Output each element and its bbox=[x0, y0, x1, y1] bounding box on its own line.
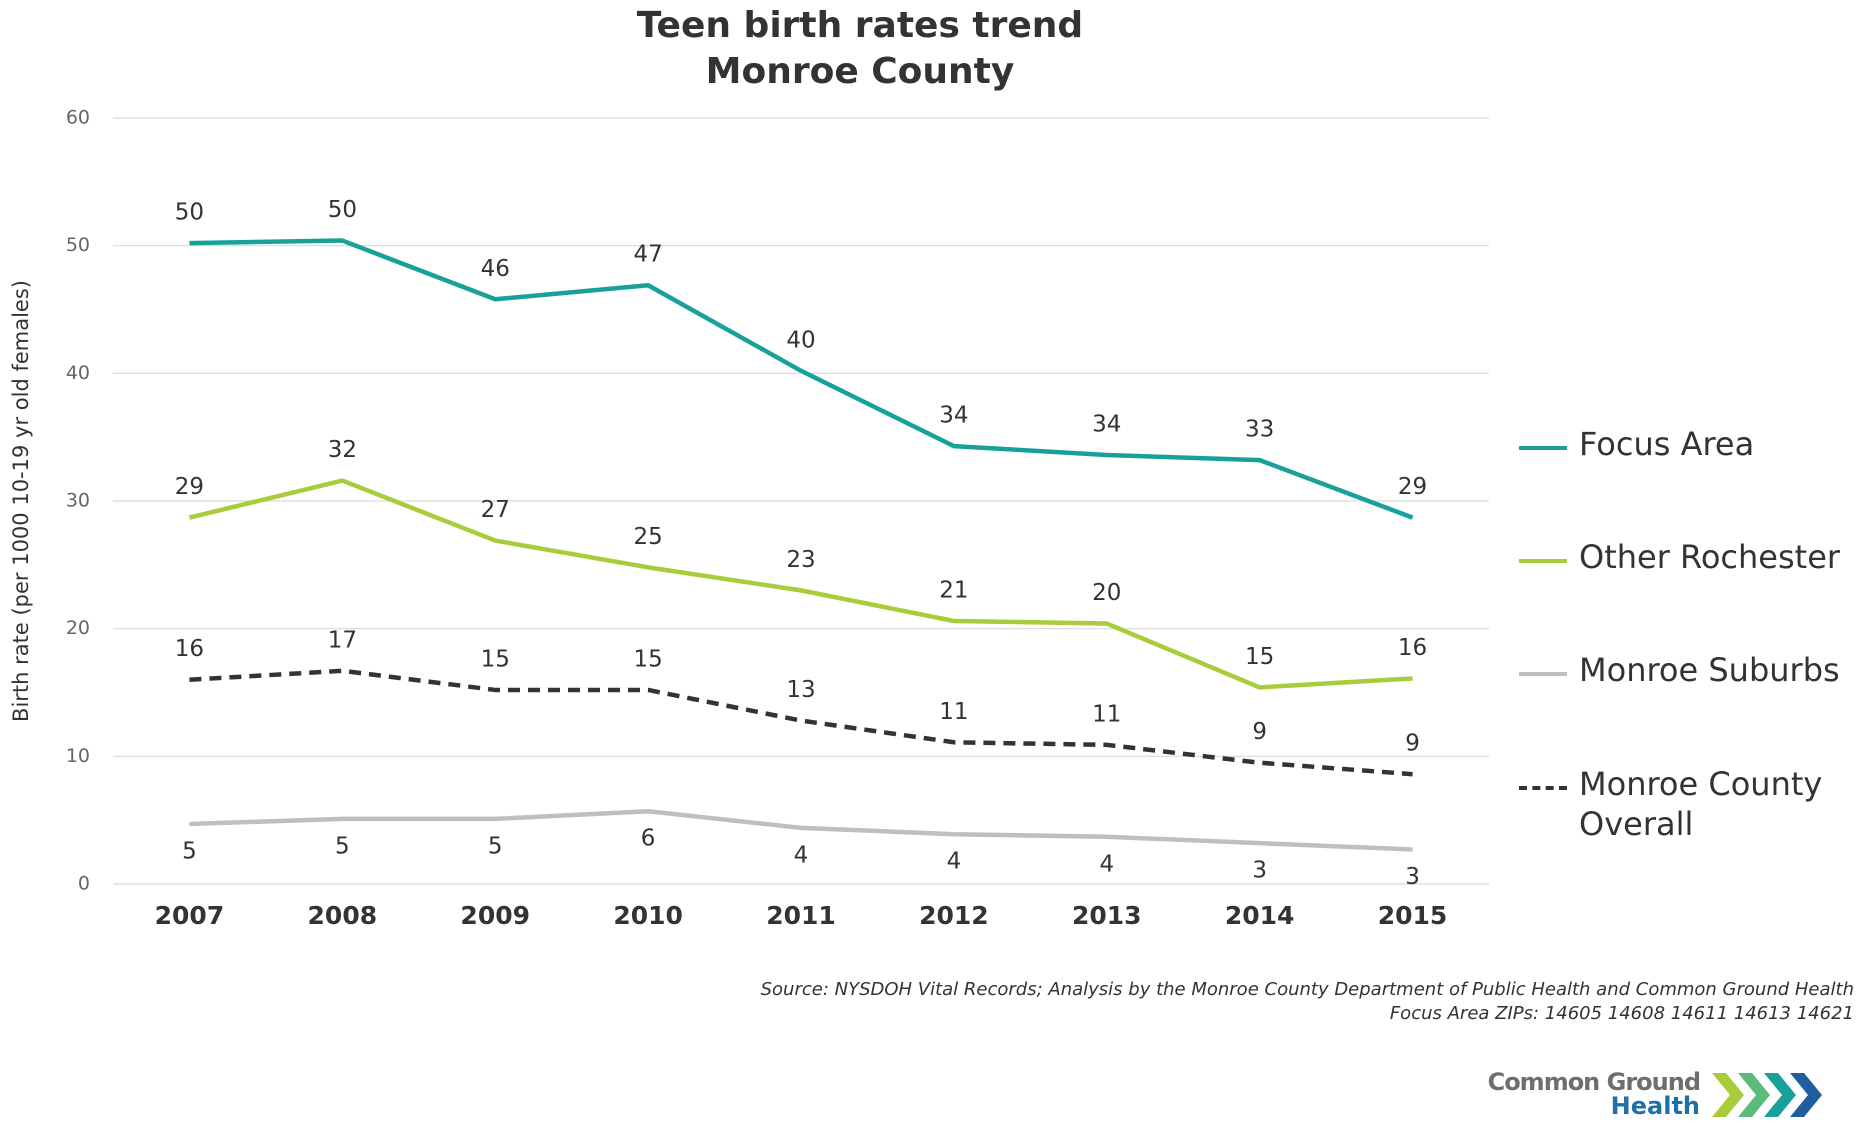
y-tick-label: 20 bbox=[66, 617, 90, 639]
data-label: 40 bbox=[786, 327, 815, 353]
data-label: 15 bbox=[481, 646, 510, 672]
y-tick-label: 30 bbox=[66, 490, 90, 512]
y-tick-label: 60 bbox=[66, 107, 90, 129]
x-tick-label: 2013 bbox=[1072, 901, 1142, 930]
logo-text: Health bbox=[1611, 1092, 1700, 1120]
data-label: 32 bbox=[328, 437, 357, 463]
y-tick-label: 40 bbox=[66, 362, 90, 384]
x-tick-label: 2010 bbox=[613, 901, 683, 930]
data-label: 9 bbox=[1405, 731, 1420, 757]
x-tick-label: 2015 bbox=[1378, 901, 1448, 930]
x-tick-label: 2009 bbox=[460, 901, 530, 930]
data-label: 33 bbox=[1245, 417, 1274, 443]
legend-label: Monroe County Overall bbox=[1579, 765, 1823, 843]
data-label: 5 bbox=[335, 833, 350, 859]
data-label: 50 bbox=[328, 197, 357, 223]
data-label: 29 bbox=[1398, 474, 1427, 500]
y-tick-label: 50 bbox=[66, 234, 90, 256]
data-label: 34 bbox=[939, 403, 968, 429]
data-label: 5 bbox=[488, 833, 503, 859]
x-tick-label: 2007 bbox=[155, 901, 225, 930]
data-label: 5 bbox=[182, 838, 197, 864]
data-label: 4 bbox=[794, 842, 809, 868]
y-axis-label: Birth rate (per 1000 10-19 yr old female… bbox=[9, 280, 33, 722]
legend-entry: Monroe County Overall bbox=[1519, 764, 1859, 844]
x-tick-label: 2014 bbox=[1225, 901, 1295, 930]
data-label: 17 bbox=[328, 627, 357, 653]
legend-entry: Other Rochester bbox=[1519, 537, 1859, 577]
series-line bbox=[189, 668, 1413, 777]
logo-chevrons bbox=[1712, 1073, 1822, 1117]
source-note: Source: NYSDOH Vital Records; Analysis b… bbox=[761, 979, 1854, 1000]
data-label: 6 bbox=[641, 826, 656, 852]
data-label: 4 bbox=[1099, 851, 1114, 877]
data-label: 3 bbox=[1405, 864, 1420, 890]
y-tick-label: 10 bbox=[66, 745, 90, 767]
data-label: 47 bbox=[633, 242, 662, 268]
legend-entry: Focus Area bbox=[1519, 424, 1859, 464]
data-label: 11 bbox=[939, 699, 968, 725]
data-label: 15 bbox=[633, 646, 662, 672]
legend-label: Focus Area bbox=[1579, 425, 1755, 463]
data-label: 20 bbox=[1092, 580, 1121, 606]
series-line bbox=[189, 238, 1414, 520]
legend-label: Other Rochester bbox=[1579, 538, 1841, 576]
series-line bbox=[188, 478, 1413, 690]
data-label: 25 bbox=[633, 524, 662, 550]
data-label: 29 bbox=[175, 474, 204, 500]
x-tick-label: 2012 bbox=[919, 901, 989, 930]
legend-swatch bbox=[1519, 559, 1567, 563]
chart-title: Teen birth rates trend bbox=[637, 5, 1083, 46]
data-label: 9 bbox=[1252, 719, 1267, 745]
chart-subtitle: Monroe County bbox=[706, 51, 1015, 92]
legend-label: Monroe Suburbs bbox=[1579, 651, 1840, 689]
data-label: 4 bbox=[947, 849, 962, 875]
x-tick-label: 2008 bbox=[308, 901, 378, 930]
logo-text: Common Ground bbox=[1488, 1068, 1700, 1096]
data-label: 50 bbox=[175, 200, 204, 226]
legend-entry: Monroe Suburbs bbox=[1519, 650, 1859, 690]
data-label: 15 bbox=[1245, 644, 1274, 670]
data-label: 16 bbox=[175, 636, 204, 662]
zip-note: Focus Area ZIPs: 14605 14608 14611 14613… bbox=[1390, 1003, 1854, 1024]
data-label: 46 bbox=[481, 256, 510, 282]
legend-swatch bbox=[1519, 446, 1567, 450]
data-label: 16 bbox=[1398, 635, 1427, 661]
series-line bbox=[189, 808, 1413, 852]
data-label: 13 bbox=[786, 677, 815, 703]
data-label: 27 bbox=[481, 497, 510, 523]
data-label: 34 bbox=[1092, 412, 1121, 438]
y-tick-label: 0 bbox=[78, 873, 90, 895]
data-label: 23 bbox=[786, 547, 815, 573]
data-label: 3 bbox=[1252, 858, 1267, 884]
legend-swatch bbox=[1519, 672, 1567, 676]
data-label: 11 bbox=[1092, 701, 1121, 727]
legend-swatch bbox=[1519, 786, 1567, 790]
data-label: 21 bbox=[939, 578, 968, 604]
x-tick-label: 2011 bbox=[766, 901, 836, 930]
